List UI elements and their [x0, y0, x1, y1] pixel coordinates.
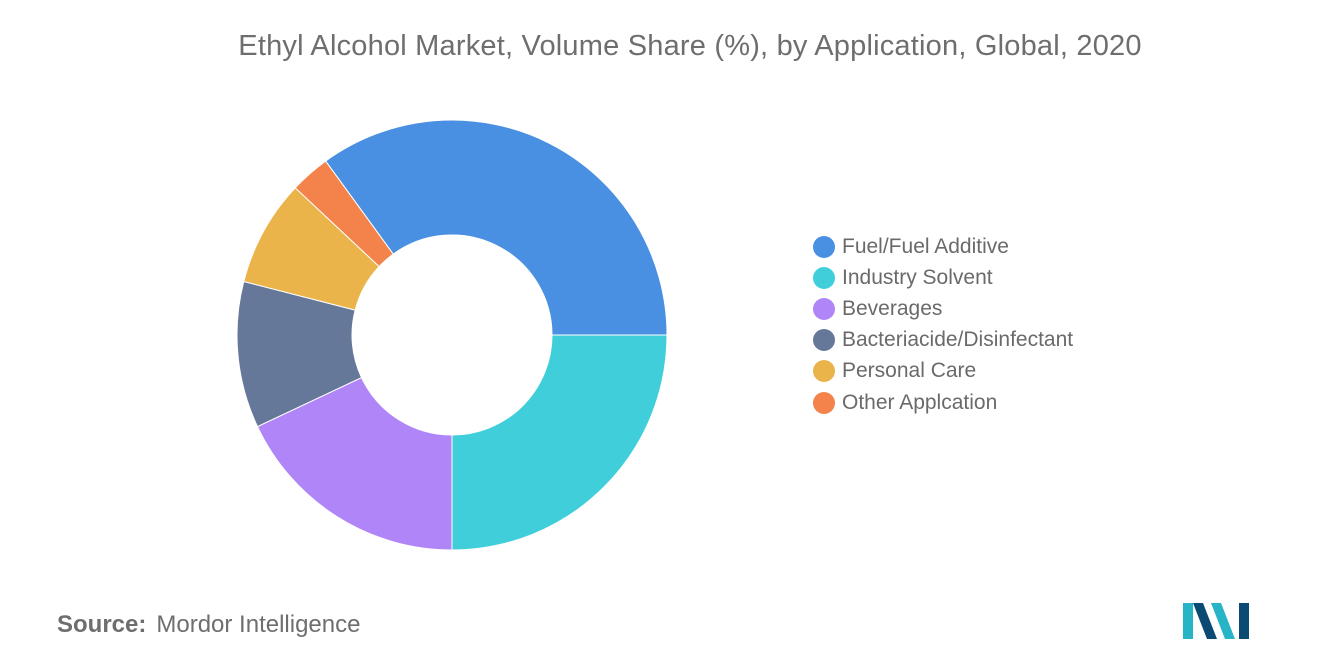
slice-industry-solvent [451, 334, 668, 551]
legend-item: Bacteriacide/Disinfectant [813, 325, 1073, 356]
legend-swatch [813, 329, 835, 352]
legend-item: Personal Care [813, 356, 1073, 387]
legend-label: Personal Care [842, 359, 977, 383]
legend-item: Industry Solvent [813, 262, 1073, 293]
legend-item: Other Applcation [813, 387, 1073, 418]
legend-label: Industry Solvent [842, 265, 993, 289]
source-label: Source: [57, 611, 147, 638]
source-note: Source: Mordor Intelligence [57, 611, 360, 639]
legend-swatch [813, 235, 835, 258]
legend-label: Bacteriacide/Disinfectant [842, 328, 1074, 352]
slice-fuel-fuel-additive [324, 119, 668, 336]
legend-swatch [813, 391, 835, 414]
legend-label: Beverages [842, 296, 943, 320]
chart-legend: Fuel/Fuel Additive Industry Solvent Bevera… [813, 231, 1073, 418]
legend-swatch [813, 297, 835, 320]
slice-beverages [256, 376, 453, 551]
legend-item: Fuel/Fuel Additive [813, 231, 1073, 262]
legend-label: Fuel/Fuel Additive [842, 234, 1009, 258]
mordor-intelligence-logo-icon [1183, 603, 1249, 639]
legend-swatch [813, 360, 835, 383]
legend-label: Other Applcation [842, 390, 998, 414]
legend-item: Beverages [813, 293, 1073, 324]
source-text: Mordor Intelligence [156, 611, 361, 638]
chart-title: Ethyl Alcohol Market, Volume Share (%), … [238, 30, 1142, 62]
legend-swatch [813, 266, 835, 289]
slice-other-applcation [294, 160, 394, 268]
